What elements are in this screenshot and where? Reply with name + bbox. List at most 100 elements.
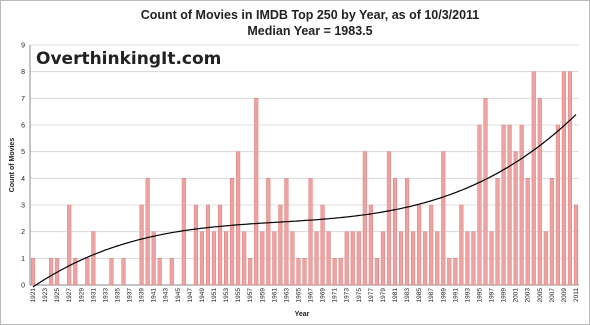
x-tick-label: 1997 [489, 288, 496, 303]
bar [477, 124, 482, 286]
bar [290, 231, 295, 286]
x-tick-label: 1977 [368, 288, 375, 303]
x-tick-label: 1921 [30, 288, 37, 303]
y-tick-label: 7 [21, 96, 25, 103]
bar [332, 258, 337, 286]
bar [266, 178, 271, 286]
bar [224, 231, 229, 286]
bar [471, 231, 476, 286]
bar [513, 151, 518, 286]
bar [260, 231, 265, 286]
bar [91, 231, 96, 286]
bar [489, 231, 494, 286]
bar [350, 231, 355, 286]
bar [30, 258, 36, 286]
bar [151, 231, 156, 286]
bar [561, 71, 566, 286]
bar [139, 204, 144, 286]
bar [362, 151, 367, 286]
x-tick-label: 1941 [151, 288, 158, 303]
bar [501, 124, 506, 286]
bar [49, 258, 54, 286]
x-tick-label: 2005 [537, 288, 544, 303]
bar [459, 204, 464, 286]
x-tick-label: 1957 [247, 288, 254, 303]
bar [338, 258, 343, 286]
x-tick-label: 1933 [102, 288, 109, 303]
bar [411, 231, 416, 286]
bar [326, 231, 331, 286]
x-tick-label: 2001 [513, 288, 520, 303]
bar [67, 204, 72, 286]
bar [169, 258, 174, 286]
bar [284, 178, 289, 286]
bar [531, 71, 536, 286]
x-tick-label: 2009 [561, 288, 568, 303]
x-tick-label: 1945 [175, 288, 182, 303]
bar [549, 178, 554, 286]
bar [423, 231, 428, 286]
x-tick-label: 1943 [163, 288, 170, 303]
x-tick-label: 2003 [525, 288, 532, 303]
bar [193, 204, 198, 286]
x-tick-label: 1955 [235, 288, 242, 303]
x-axis-title: Year [295, 311, 310, 318]
trend-line [32, 114, 577, 288]
bar [398, 231, 404, 286]
bar [254, 98, 259, 286]
bar [199, 231, 204, 286]
x-tick-label: 1947 [187, 288, 194, 303]
bar [242, 231, 247, 286]
bar [495, 178, 500, 286]
bar [272, 231, 277, 286]
bar [368, 204, 373, 286]
x-tick-label: 1979 [380, 288, 387, 303]
x-tick-label: 1999 [501, 288, 508, 303]
bar [157, 258, 162, 286]
bar [555, 124, 560, 286]
bar [248, 258, 253, 286]
x-tick-label: 1927 [66, 288, 73, 303]
y-axis-title: Count of Movies [9, 138, 16, 193]
x-tick-label: 1935 [114, 288, 121, 303]
x-tick-label: 1983 [404, 288, 411, 303]
bar [453, 258, 458, 286]
y-tick-label: 3 [21, 203, 25, 210]
bar [278, 204, 283, 286]
x-tick-label: 1953 [223, 288, 230, 303]
bar [525, 178, 530, 286]
x-tick-label: 1981 [392, 288, 399, 303]
bar [73, 258, 78, 286]
bar [507, 124, 512, 286]
x-tick-label: 1973 [344, 288, 351, 303]
bar [537, 98, 542, 286]
x-tick-label: 1991 [452, 288, 459, 303]
x-tick-label: 1929 [78, 288, 85, 303]
bar [211, 231, 217, 286]
x-tick-label: 1925 [54, 288, 61, 303]
y-tick-label: 5 [21, 149, 25, 156]
bar [386, 151, 392, 286]
x-tick-label: 2007 [549, 288, 556, 303]
bar [205, 204, 211, 286]
bar [109, 258, 114, 286]
x-tick-label: 1971 [332, 288, 339, 303]
bar [320, 204, 325, 286]
bar [483, 98, 488, 286]
watermark: OverthinkingIt.com [36, 49, 221, 69]
bar [181, 178, 186, 286]
x-tick-label: 1975 [356, 288, 363, 303]
bar [567, 71, 573, 286]
y-tick-label: 8 [21, 69, 25, 76]
y-tick-label: 1 [21, 256, 25, 263]
y-tick-label: 4 [21, 176, 25, 183]
x-tick-label: 1967 [308, 288, 315, 303]
bar [429, 204, 434, 286]
x-tick-label: 1987 [428, 288, 435, 303]
x-tick-label: 1993 [464, 288, 471, 303]
chart-title: Count of Movies in IMDB Top 250 by Year,… [141, 8, 480, 22]
x-tick-label: 1931 [90, 288, 97, 303]
x-tick-label: 1949 [199, 288, 206, 303]
bar [435, 231, 440, 286]
